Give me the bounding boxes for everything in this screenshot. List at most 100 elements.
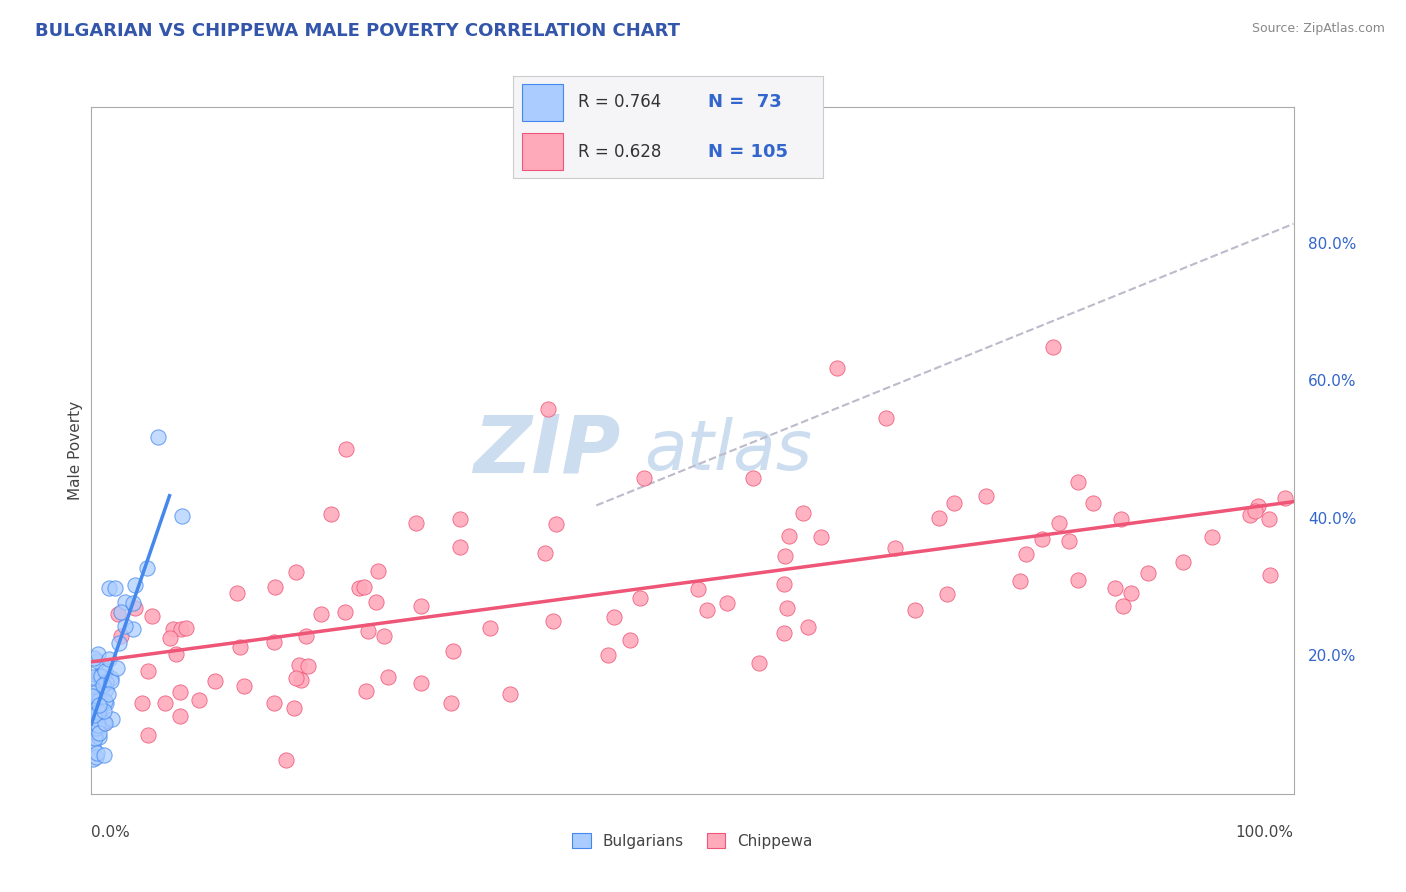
Point: [1121, 586, 1143, 600]
Point: [89, 698, 111, 712]
Point: [146, 430, 169, 444]
Point: [1258, 568, 1281, 582]
Point: [1031, 533, 1053, 547]
Point: [884, 541, 907, 555]
Text: 0.0%: 0.0%: [91, 825, 131, 839]
Text: R = 0.628: R = 0.628: [578, 143, 661, 161]
Point: [546, 517, 568, 532]
Point: [83, 705, 105, 719]
Point: [176, 621, 198, 635]
Point: [83, 708, 105, 723]
Point: [354, 684, 377, 698]
Point: [603, 609, 626, 624]
Point: [87, 704, 110, 718]
Point: [748, 656, 770, 670]
Point: [347, 581, 370, 595]
Point: [135, 560, 157, 574]
Point: [98, 652, 121, 666]
Point: [311, 607, 333, 622]
Point: [377, 670, 399, 684]
Point: [333, 605, 356, 619]
Point: [83, 731, 105, 745]
Point: [131, 696, 153, 710]
Point: [87, 693, 110, 707]
Point: [89, 669, 111, 683]
Point: [83, 681, 105, 696]
Point: [86, 701, 108, 715]
Point: [84, 726, 107, 740]
Text: 80.0%: 80.0%: [1308, 237, 1357, 252]
Point: [82, 710, 104, 724]
Point: [82, 702, 104, 716]
Point: [1109, 512, 1132, 526]
Point: [110, 629, 132, 643]
Point: [449, 540, 471, 554]
Point: [122, 596, 145, 610]
Point: [297, 658, 319, 673]
Point: [89, 710, 111, 724]
Point: [107, 607, 129, 621]
Point: [284, 671, 307, 685]
Point: [89, 730, 111, 744]
Point: [80, 702, 103, 716]
Text: 100.0%: 100.0%: [1236, 825, 1294, 839]
FancyBboxPatch shape: [523, 84, 562, 121]
Point: [772, 625, 794, 640]
Point: [353, 580, 375, 594]
Point: [405, 516, 427, 530]
Point: [93, 704, 115, 718]
Point: [169, 685, 191, 699]
Point: [91, 714, 114, 729]
Point: [686, 582, 709, 596]
Point: [1042, 340, 1064, 354]
Point: [1104, 582, 1126, 596]
Point: [228, 640, 250, 654]
Point: [83, 689, 105, 703]
Point: [825, 361, 848, 376]
Point: [373, 629, 395, 643]
Point: [1067, 475, 1090, 489]
Point: [439, 696, 461, 710]
Point: [695, 603, 717, 617]
Point: [976, 489, 998, 503]
Point: [1067, 573, 1090, 587]
Point: [124, 578, 146, 592]
Point: [1274, 491, 1296, 506]
Point: [90, 696, 112, 710]
Point: [1173, 556, 1195, 570]
Point: [170, 509, 193, 524]
Point: [80, 734, 103, 748]
Point: [797, 620, 820, 634]
Point: [1239, 508, 1261, 523]
Point: [159, 632, 181, 646]
Point: [94, 682, 117, 697]
Text: BULGARIAN VS CHIPPEWA MALE POVERTY CORRELATION CHART: BULGARIAN VS CHIPPEWA MALE POVERTY CORRE…: [35, 22, 681, 40]
Point: [94, 694, 117, 708]
Point: [124, 600, 146, 615]
Point: [478, 621, 501, 635]
Point: [1258, 512, 1281, 526]
Point: [82, 703, 104, 717]
Point: [97, 687, 120, 701]
Point: [83, 710, 105, 724]
Y-axis label: Male Poverty: Male Poverty: [67, 401, 83, 500]
Point: [534, 546, 557, 560]
Point: [773, 576, 796, 591]
Point: [364, 595, 387, 609]
Point: [87, 668, 110, 682]
Point: [409, 676, 432, 690]
Point: [716, 596, 738, 610]
Point: [633, 471, 655, 485]
Point: [105, 660, 128, 674]
Point: [263, 696, 285, 710]
Point: [596, 648, 619, 662]
Point: [82, 691, 104, 706]
Point: [83, 708, 105, 723]
Point: [83, 651, 105, 665]
Point: [776, 600, 799, 615]
Point: [928, 511, 950, 525]
Point: [165, 647, 187, 661]
Point: [110, 605, 132, 619]
Point: [335, 442, 357, 457]
Point: [86, 747, 108, 761]
